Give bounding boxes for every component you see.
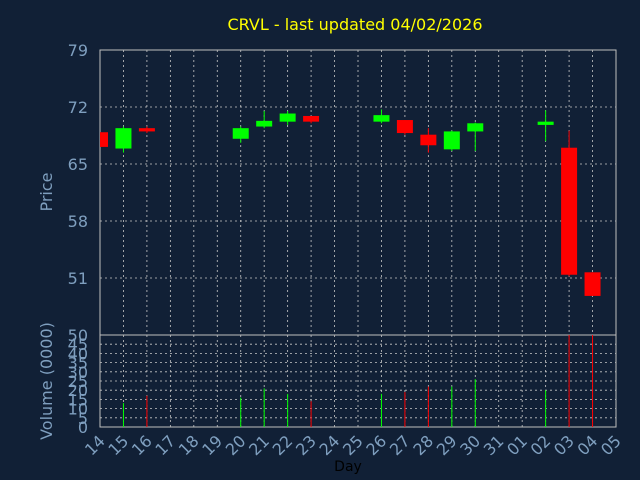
- candle-body: [279, 113, 296, 122]
- candle-body: [561, 147, 578, 275]
- price-tick-label: 51: [68, 269, 88, 288]
- volume-tick-label: 30: [68, 363, 88, 382]
- volume-tick-label: 25: [68, 372, 88, 391]
- x-tick-label: 05: [597, 431, 625, 459]
- volume-axis-label: Volume (0000): [37, 322, 56, 440]
- candles-group: [100, 109, 601, 296]
- chart-title: CRVL - last updated 04/02/2026: [228, 15, 483, 34]
- price-tick-label: 79: [68, 41, 88, 60]
- candle-body: [373, 115, 390, 122]
- candle-body: [584, 272, 601, 296]
- candle-body: [467, 123, 484, 132]
- price-tick-label: 58: [68, 212, 88, 231]
- volume-tick-label: 45: [68, 335, 88, 354]
- volume-tick-label: 10: [68, 400, 88, 419]
- volume-tick-label: 50: [68, 326, 88, 345]
- candle-body: [115, 128, 132, 149]
- candle-body: [100, 132, 108, 147]
- price-panel-frame: [99, 49, 617, 336]
- candle-body: [303, 115, 320, 122]
- volume-tick-label: 5: [78, 409, 88, 428]
- volume-tick-label: 15: [68, 390, 88, 409]
- candle-body: [396, 120, 413, 134]
- price-tick-label: 65: [68, 155, 88, 174]
- volume-panel-frame: [99, 334, 617, 428]
- candle-body: [420, 134, 437, 146]
- candle-body: [537, 121, 554, 125]
- x-axis-label: Day: [334, 459, 362, 475]
- volume-tick-label: 0: [78, 418, 88, 437]
- volume-tick-label: 40: [68, 344, 88, 363]
- candle-body: [443, 131, 460, 150]
- candle-body: [138, 128, 155, 132]
- candle-body: [256, 120, 273, 127]
- volume-tick-label: 20: [68, 381, 88, 400]
- price-axis-label: Price: [37, 172, 56, 211]
- candle-body: [232, 128, 249, 139]
- volume-tick-label: 35: [68, 354, 88, 373]
- price-tick-label: 72: [68, 98, 88, 117]
